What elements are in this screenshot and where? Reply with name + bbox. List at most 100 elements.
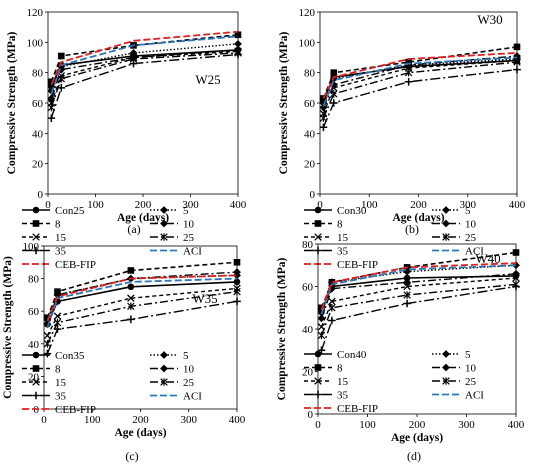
legend-marker-s8 <box>314 220 322 227</box>
series-line-s15 <box>322 59 518 114</box>
legend-marker-s25 <box>442 377 450 385</box>
x-axis-label: Age (days) <box>392 212 444 224</box>
series-s35 <box>319 65 521 132</box>
x-tick-label: 400 <box>509 199 526 211</box>
series-line-s8 <box>320 251 517 309</box>
legend-marker-s10 <box>442 363 450 372</box>
data-point-s35 <box>234 50 242 59</box>
legend-marker-s25 <box>160 233 168 241</box>
data-point-s25 <box>317 331 326 340</box>
legend-marker-s5 <box>442 206 450 214</box>
legend-label-ceb: CEB-FIP <box>337 259 378 271</box>
series-line-aci <box>50 35 239 95</box>
data-point-s25 <box>404 68 413 77</box>
series-s35 <box>317 282 520 355</box>
y-tick-label: 0 <box>310 189 316 201</box>
x-axis-label: Age (days) <box>391 432 443 444</box>
x-tick-label: 200 <box>135 199 152 211</box>
series-line-s25 <box>322 61 518 119</box>
x-tick-label: 100 <box>361 199 378 211</box>
data-point-s8 <box>58 52 65 60</box>
data-point-s10 <box>317 314 326 323</box>
series-line-ceb <box>50 30 239 86</box>
data-point-s8 <box>234 31 242 39</box>
legend-label-con: Con30 <box>337 205 367 217</box>
legend-label-s10: 10 <box>465 219 477 231</box>
chart-panel-w35: 0 20 40 60 80 100 0 100 200 300 400 Age (days) Compr… <box>2 241 246 463</box>
y-tick-label: 20 <box>304 159 316 171</box>
x-tick-label: 0 <box>41 414 47 426</box>
legend-marker-s15 <box>314 233 322 241</box>
legend-marker-s15 <box>32 233 40 241</box>
data-point-s35 <box>512 282 520 291</box>
y-tick-label: 120 <box>27 7 44 19</box>
legend-marker-s8 <box>32 365 40 372</box>
series-aci <box>46 277 238 328</box>
panel-title: W40 <box>475 251 500 266</box>
y-tick-label: 80 <box>32 68 44 80</box>
legend-marker-s15 <box>32 378 40 386</box>
panel-caption: (d) <box>407 449 421 463</box>
legend-label-s10: 10 <box>183 364 195 376</box>
x-tick-label: 200 <box>132 414 149 426</box>
legend-marker-s25 <box>160 378 168 386</box>
legend-marker-s5 <box>160 351 168 359</box>
legend-label-ceb: CEB-FIP <box>337 403 378 415</box>
y-tick-label: 0 <box>38 189 44 201</box>
x-tick-label: 300 <box>460 199 477 211</box>
x-tick-label: 0 <box>45 199 51 211</box>
legend-label-s15: 15 <box>55 232 67 244</box>
data-point-s8 <box>233 259 241 266</box>
series-line-s10 <box>322 55 518 108</box>
data-point-s8 <box>513 43 521 51</box>
data-point-s8 <box>512 249 520 256</box>
series-line-aci <box>320 264 517 315</box>
data-point-s25 <box>53 318 62 327</box>
panel-caption: (b) <box>405 222 419 236</box>
x-tick-label: 300 <box>181 414 198 426</box>
data-point-s25 <box>403 291 411 299</box>
data-point-s8 <box>44 314 51 322</box>
legend-label-s35: 35 <box>337 390 349 402</box>
legend-label-s25: 25 <box>183 232 195 244</box>
legend-label-s8: 8 <box>55 219 61 231</box>
data-point-s5 <box>234 39 242 48</box>
legend-marker-con <box>32 351 40 359</box>
data-point-s35 <box>403 299 411 308</box>
series-line-ceb <box>46 274 238 322</box>
data-point-s25 <box>43 340 52 348</box>
legend-label-con: Con40 <box>337 349 367 361</box>
y-tick-label: 40 <box>302 324 314 336</box>
series-line-aci <box>322 56 518 107</box>
legend-label-s25: 25 <box>465 232 477 244</box>
data-point-s15 <box>127 294 135 302</box>
series-s15 <box>317 274 520 331</box>
y-axis-label: Compressive Strength (MPa) <box>278 31 290 174</box>
plot-area-frame <box>319 11 518 195</box>
series-s25 <box>317 280 520 340</box>
panel-caption: (a) <box>127 222 140 236</box>
y-tick-label: 80 <box>302 239 314 251</box>
series-line-s5 <box>50 43 239 92</box>
panel-title: W25 <box>195 72 220 87</box>
y-axis-label: Compressive Strength (MPa) <box>276 257 288 400</box>
data-point-s8 <box>328 278 336 286</box>
y-tick-label: 60 <box>32 98 44 110</box>
series-line-con <box>50 49 239 87</box>
x-tick-label: 400 <box>508 419 525 431</box>
data-point-s8 <box>330 69 338 76</box>
legend-marker-con <box>314 206 322 214</box>
x-tick-label: 0 <box>315 419 321 431</box>
data-point-s25 <box>513 58 521 66</box>
legend-label-aci: ACI <box>465 246 484 258</box>
data-point-s25 <box>233 287 241 296</box>
legend-label-s5: 5 <box>465 205 471 217</box>
legend: Con25 5 8 10 15 25 35 ACI CEB-FIP <box>22 205 202 271</box>
y-tick-label: 40 <box>28 339 40 351</box>
x-tick-label: 200 <box>409 419 426 431</box>
x-tick-label: 400 <box>229 414 246 426</box>
legend-label-s35: 35 <box>55 391 67 403</box>
legend-label-s25: 25 <box>183 377 195 389</box>
y-tick-label: 120 <box>299 7 316 19</box>
